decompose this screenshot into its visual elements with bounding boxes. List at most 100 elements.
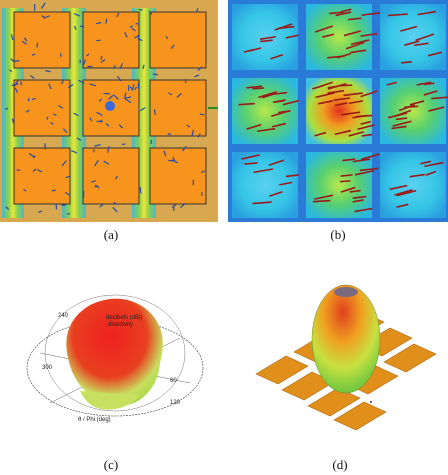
current-vector bbox=[165, 35, 169, 40]
current-vector bbox=[45, 70, 51, 73]
current-arrow bbox=[252, 87, 264, 90]
current-arrow bbox=[258, 91, 278, 99]
current-vector bbox=[103, 160, 110, 165]
current-arrow bbox=[340, 84, 353, 87]
current-vector bbox=[82, 59, 87, 66]
panel-d-figure bbox=[255, 284, 437, 431]
current-arrow bbox=[360, 32, 378, 37]
caption-b: (b) bbox=[330, 227, 346, 242]
current-vector bbox=[168, 92, 173, 96]
current-arrow bbox=[256, 127, 276, 133]
current-vector bbox=[116, 12, 120, 18]
current-vector bbox=[106, 146, 110, 153]
current-vector bbox=[86, 53, 90, 57]
current-vector bbox=[118, 124, 123, 129]
current-arrow bbox=[360, 90, 378, 98]
current-arrow bbox=[246, 123, 262, 130]
current-vector bbox=[74, 25, 77, 30]
current-vector bbox=[44, 143, 47, 150]
current-vector bbox=[113, 201, 118, 206]
current-arrow bbox=[354, 169, 375, 176]
current-vector bbox=[134, 34, 140, 39]
panel-a-figure bbox=[0, 0, 218, 222]
panel-b bbox=[228, 0, 448, 222]
current-arrow bbox=[404, 40, 420, 46]
current-arrow bbox=[359, 167, 379, 172]
current-arrow bbox=[431, 96, 448, 100]
current-arrow bbox=[340, 8, 352, 13]
current-vector bbox=[51, 189, 56, 192]
current-arrow bbox=[360, 153, 380, 161]
current-vector bbox=[191, 129, 195, 136]
current-vector bbox=[140, 107, 146, 112]
annotation-decibels: decibels (dBi) bbox=[106, 315, 142, 321]
current-vector bbox=[148, 10, 153, 15]
current-arrow bbox=[241, 154, 260, 160]
current-vector bbox=[100, 59, 106, 64]
current-vector bbox=[124, 98, 132, 104]
current-arrow bbox=[425, 170, 437, 176]
current-vector bbox=[14, 87, 19, 94]
current-arrow bbox=[352, 158, 371, 163]
current-vector bbox=[46, 116, 49, 120]
current-arrow bbox=[337, 52, 352, 59]
current-arrow bbox=[360, 120, 371, 125]
current-arrow bbox=[314, 194, 334, 200]
current-vector bbox=[181, 146, 187, 152]
current-vector bbox=[38, 210, 43, 213]
current-vector bbox=[36, 169, 43, 173]
angle-label-120: 120 bbox=[170, 400, 181, 406]
current-vector bbox=[94, 143, 101, 147]
current-arrow bbox=[417, 10, 436, 16]
current-vector bbox=[179, 202, 186, 209]
current-arrow bbox=[401, 60, 412, 64]
current-arrow bbox=[268, 159, 285, 166]
current-arrow bbox=[271, 109, 290, 118]
current-arrow bbox=[350, 49, 367, 54]
current-arrow bbox=[260, 39, 273, 43]
panel-d bbox=[236, 274, 448, 444]
current-arrow bbox=[348, 100, 363, 105]
current-vector bbox=[20, 81, 22, 86]
current-vector bbox=[168, 159, 174, 162]
current-vector bbox=[199, 113, 205, 116]
current-vector bbox=[31, 97, 36, 101]
current-vector bbox=[62, 128, 68, 134]
current-arrow bbox=[392, 120, 412, 127]
current-vector bbox=[41, 15, 45, 18]
current-vector bbox=[105, 18, 108, 24]
current-arrow bbox=[356, 114, 373, 118]
annotation-directivity: directivity bbox=[108, 322, 133, 328]
current-vector bbox=[65, 175, 71, 179]
current-vector bbox=[113, 94, 119, 100]
current-arrow bbox=[424, 161, 444, 168]
current-arrow bbox=[409, 173, 425, 178]
current-arrow bbox=[335, 11, 352, 17]
current-arrow bbox=[343, 30, 361, 37]
current-vector bbox=[36, 42, 39, 48]
current-vector bbox=[10, 34, 14, 40]
current-arrow bbox=[252, 201, 272, 205]
current-vector bbox=[40, 2, 46, 9]
current-vector bbox=[139, 187, 142, 194]
current-arrow bbox=[320, 81, 333, 87]
current-vector bbox=[163, 150, 167, 157]
current-arrow bbox=[352, 199, 364, 203]
current-arrow bbox=[352, 195, 367, 199]
current-arrow bbox=[314, 131, 327, 137]
current-vector bbox=[186, 124, 191, 128]
current-arrow bbox=[414, 42, 429, 47]
current-vector bbox=[76, 137, 82, 141]
current-vector bbox=[119, 63, 124, 70]
current-arrow bbox=[285, 34, 299, 39]
current-vector bbox=[61, 160, 67, 167]
current-arrow bbox=[343, 92, 364, 97]
current-vector bbox=[105, 123, 110, 127]
current-arrow bbox=[342, 158, 356, 162]
current-arrow bbox=[315, 92, 335, 99]
current-vector bbox=[13, 80, 19, 87]
current-vector bbox=[28, 153, 36, 158]
current-vector bbox=[194, 74, 200, 78]
current-arrow bbox=[347, 17, 362, 21]
caption-d: (d) bbox=[332, 457, 348, 472]
